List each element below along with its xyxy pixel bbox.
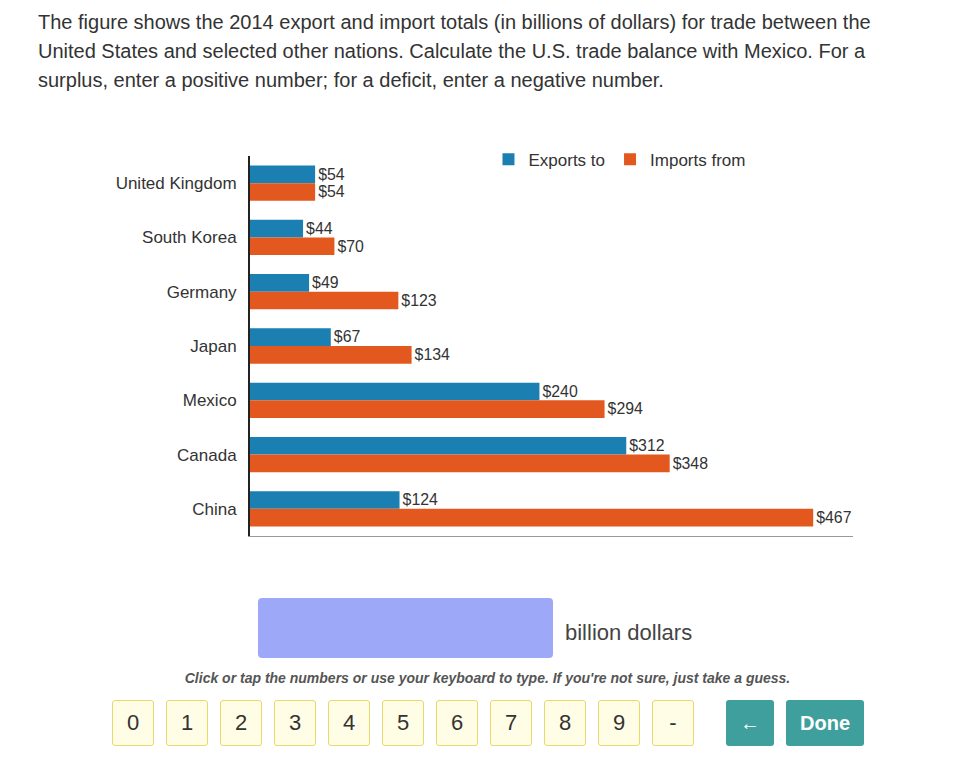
html-text:billion dollars: billion dollars — [565, 620, 693, 645]
html-text:6: 6 — [450, 710, 464, 735]
svg-text:$124: $124 — [403, 491, 438, 508]
svg-text:$240: $240 — [542, 383, 577, 400]
svg-text:$348: $348 — [673, 455, 708, 472]
svg-text:Imports from: Imports from — [650, 151, 745, 170]
svg-text:Germany: Germany — [167, 283, 237, 302]
svg-text:$70: $70 — [337, 238, 364, 255]
svg-text:United Kingdom: United Kingdom — [116, 174, 237, 193]
svg-text:Canada: Canada — [177, 446, 237, 465]
html-text:surplus, enter a positive numb: surplus, enter a positive number; for a … — [38, 69, 664, 91]
html-text:8: 8 — [558, 710, 572, 735]
html-text:The figure shows the 2014 expo: The figure shows the 2014 export and imp… — [38, 11, 871, 33]
svg-text:$134: $134 — [415, 346, 450, 363]
html-text:Done: Done — [800, 711, 850, 734]
html-text:0: 0 — [126, 710, 140, 735]
svg-text:$54: $54 — [318, 166, 345, 183]
html-text:2: 2 — [234, 710, 248, 735]
svg-text:$294: $294 — [608, 400, 643, 417]
html-text:4: 4 — [342, 710, 356, 735]
html-text:5: 5 — [396, 710, 410, 735]
html-text:7: 7 — [504, 710, 518, 735]
svg-text:$49: $49 — [312, 274, 339, 291]
svg-text:$467: $467 — [816, 509, 851, 526]
svg-text:$312: $312 — [629, 437, 664, 454]
svg-text:Exports to: Exports to — [528, 151, 605, 170]
html-text:9: 9 — [612, 710, 626, 735]
svg-text:$54: $54 — [318, 183, 345, 200]
svg-text:Mexico: Mexico — [183, 391, 237, 410]
svg-text:Japan: Japan — [190, 337, 236, 356]
svg-text:South Korea: South Korea — [142, 228, 237, 247]
svg-text:$67: $67 — [334, 328, 361, 345]
html-text:United States and selected oth: United States and selected other nations… — [38, 40, 866, 62]
svg-text:$44: $44 — [306, 220, 333, 237]
html-text:3: 3 — [288, 710, 302, 735]
svg-text:$123: $123 — [401, 292, 436, 309]
svg-text:China: China — [192, 500, 237, 519]
html-text:1: 1 — [180, 710, 194, 735]
html-text:Click or tap the numbers or us: Click or tap the numbers or use your key… — [184, 670, 791, 686]
